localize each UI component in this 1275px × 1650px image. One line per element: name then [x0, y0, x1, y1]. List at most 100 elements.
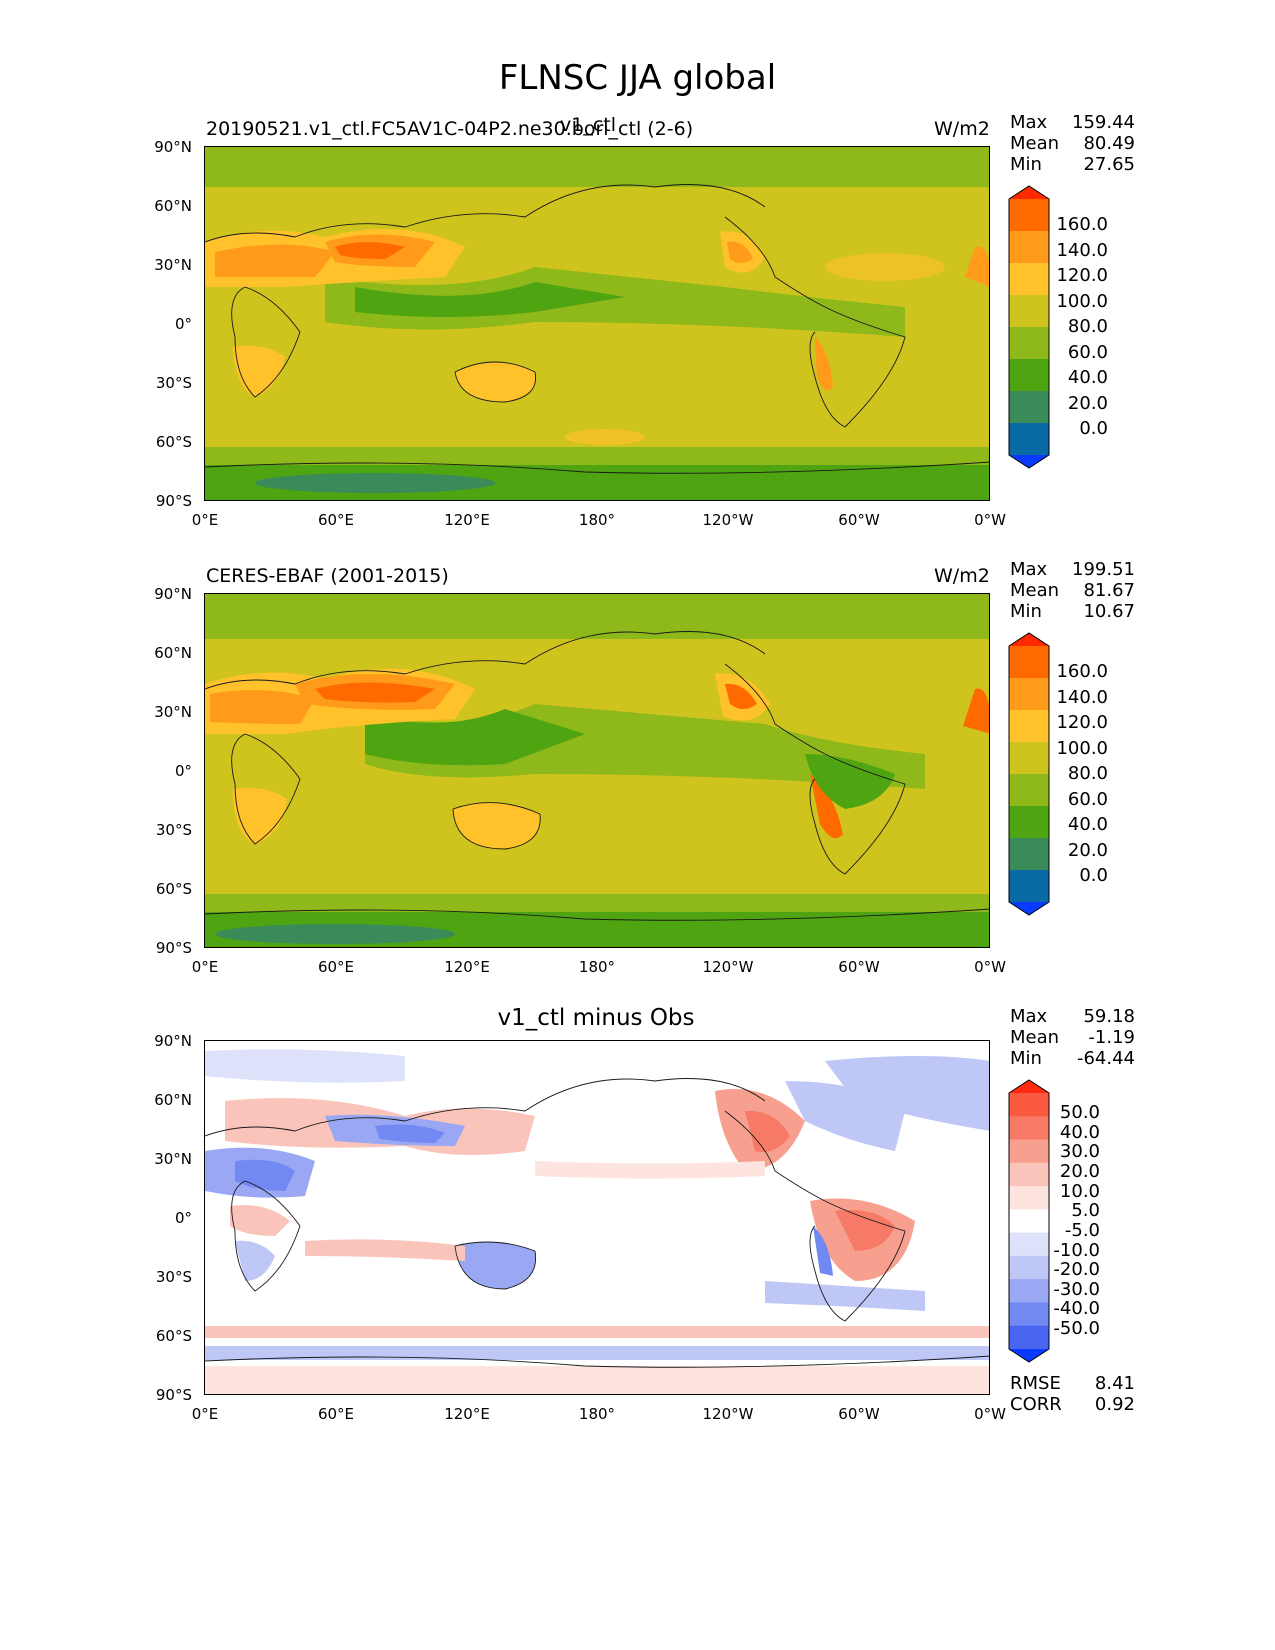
panel2-stat-mean: Mean 81.67	[1010, 580, 1135, 601]
panel1-stat-max: Max 159.44	[1010, 112, 1135, 133]
panel3-ytick: 90°S	[155, 1386, 192, 1404]
panel3-colorbar-label: -20.0	[1053, 1259, 1100, 1280]
panel1-title-left: 20190521.v1_ctl.FC5AV1C-04P2.ne30.bori_c…	[206, 118, 694, 140]
colorbar-segment	[1009, 774, 1049, 807]
panel2-colorbar-label: 80.0	[1067, 763, 1108, 784]
colorbar-segment	[1009, 1186, 1049, 1210]
panel3-colorbar-label: 50.0	[1059, 1102, 1100, 1123]
colorbar-segment	[1009, 870, 1049, 903]
panel2-ytick: 30°S	[155, 821, 192, 839]
panel1-stat-mean: Mean 80.49	[1010, 133, 1135, 154]
panel3-colorbar-label: -10.0	[1053, 1240, 1100, 1261]
panel1-colorbar	[1008, 185, 1050, 469]
panel1-colorbar-label: 100.0	[1056, 291, 1108, 312]
panel1-xtick: 60°E	[317, 511, 355, 529]
panel2-ytick: 90°S	[155, 939, 192, 957]
panel2-ytick: 30°N	[154, 703, 192, 721]
panel2-map-field	[205, 594, 989, 947]
panel3-colorbar	[1008, 1079, 1050, 1363]
panel3-stat-max: Max 59.18	[1010, 1006, 1135, 1027]
panel2-map	[204, 593, 990, 948]
colorbar-segment	[1009, 1093, 1049, 1117]
panel2-colorbar	[1008, 632, 1050, 916]
panel1-stat-min: Min 27.65	[1010, 154, 1135, 175]
panel2-colorbar-label: 140.0	[1056, 687, 1108, 708]
panel2-colorbar-label: 0.0	[1079, 865, 1108, 886]
panel1-title-center: v1_ctl	[560, 114, 617, 136]
panel3-ytick: 90°N	[154, 1032, 192, 1050]
panel3-xtick: 0°W	[974, 1405, 1006, 1423]
panel1-xtick: 0°W	[974, 511, 1006, 529]
panel1-ytick: 90°S	[155, 492, 192, 510]
panel1-ytick: 60°S	[155, 433, 192, 451]
panel2-title-left: CERES-EBAF (2001-2015)	[206, 565, 449, 587]
panel3-colorbar-label: 30.0	[1059, 1141, 1100, 1162]
colorbar-segment	[1009, 1162, 1049, 1187]
panel3-colorbar-label: -40.0	[1053, 1298, 1100, 1319]
colorbar-segment	[1009, 838, 1049, 871]
panel2-colorbar-label: 120.0	[1056, 712, 1108, 733]
panel1-colorbar-label: 120.0	[1056, 265, 1108, 286]
panel2-ytick: 60°N	[154, 644, 192, 662]
panel1-map-field	[205, 147, 989, 500]
colorbar-segment	[1009, 1255, 1049, 1280]
colorbar-segment	[1009, 902, 1049, 915]
panel1-xtick: 120°E	[444, 511, 490, 529]
panel2-colorbar-label: 40.0	[1067, 814, 1108, 835]
colorbar-segment	[1009, 263, 1049, 296]
panel2-xtick: 0°E	[191, 958, 219, 976]
panel2-xtick: 120°E	[444, 958, 490, 976]
colorbar-segment	[1009, 327, 1049, 360]
panel3-ytick: 30°N	[154, 1150, 192, 1168]
panel2-xtick: 0°W	[974, 958, 1006, 976]
panel1-colorbar-label: 80.0	[1067, 316, 1108, 337]
panel1-units: W/m2	[934, 118, 990, 140]
panel3-colorbar-label: 20.0	[1059, 1161, 1100, 1182]
panel2-units: W/m2	[934, 565, 990, 587]
panel3-ytick: 30°S	[155, 1268, 192, 1286]
panel2-ytick: 90°N	[154, 585, 192, 603]
panel3-colorbar-label: -30.0	[1053, 1279, 1100, 1300]
panel3-stat-mean: Mean -1.19	[1010, 1027, 1135, 1048]
colorbar-segment	[1009, 806, 1049, 839]
panel2-colorbar-label: 20.0	[1067, 840, 1108, 861]
panel2-xtick: 60°E	[317, 958, 355, 976]
figure-title: FLNSC JJA global	[498, 58, 777, 98]
panel1-ytick: 60°N	[154, 197, 192, 215]
panel3-colorbar-label: 10.0	[1059, 1181, 1100, 1202]
panel3-ytick: 60°N	[154, 1091, 192, 1109]
panel3-xtick: 120°E	[444, 1405, 490, 1423]
panel2-ytick: 60°S	[155, 880, 192, 898]
colorbar-segment	[1009, 1349, 1049, 1362]
colorbar-segment	[1009, 1209, 1049, 1234]
panel3-ytick: 0°	[174, 1209, 192, 1227]
colorbar-segment	[1009, 742, 1049, 775]
colorbar-segment	[1009, 1232, 1049, 1257]
panel1-ytick: 30°N	[154, 256, 192, 274]
panel3-xtick: 60°W	[838, 1405, 880, 1423]
colorbar-segment	[1009, 391, 1049, 424]
panel1-ytick: 30°S	[155, 374, 192, 392]
panel2-stat-min: Min 10.67	[1010, 601, 1135, 622]
panel1-xtick: 120°W	[702, 511, 754, 529]
panel3-ytick: 60°S	[155, 1327, 192, 1345]
panel3-colorbar-label: 40.0	[1059, 1122, 1100, 1143]
panel1-colorbar-label: 20.0	[1067, 393, 1108, 414]
panel2-colorbar-label: 100.0	[1056, 738, 1108, 759]
panel2-xtick: 120°W	[702, 958, 754, 976]
panel3-title-center: v1_ctl minus Obs	[497, 1005, 695, 1031]
panel1-colorbar-label: 140.0	[1056, 240, 1108, 261]
panel1-colorbar-label: 60.0	[1067, 342, 1108, 363]
panel1-ytick: 0°	[174, 315, 192, 333]
panel3-xtick: 180°	[578, 1405, 616, 1423]
panel1-ytick: 90°N	[154, 138, 192, 156]
colorbar-segment	[1009, 710, 1049, 743]
panel2-xtick: 180°	[578, 958, 616, 976]
colorbar-segment	[1009, 678, 1049, 711]
panel1-colorbar-label: 0.0	[1079, 418, 1108, 439]
colorbar-segment	[1009, 199, 1049, 232]
panel3-colorbar-label: 5.0	[1071, 1200, 1100, 1221]
panel3-colorbar-label: -5.0	[1064, 1220, 1100, 1241]
panel3-metric-corr: CORR 0.92	[1010, 1394, 1135, 1415]
colorbar-segment	[1009, 1325, 1049, 1350]
